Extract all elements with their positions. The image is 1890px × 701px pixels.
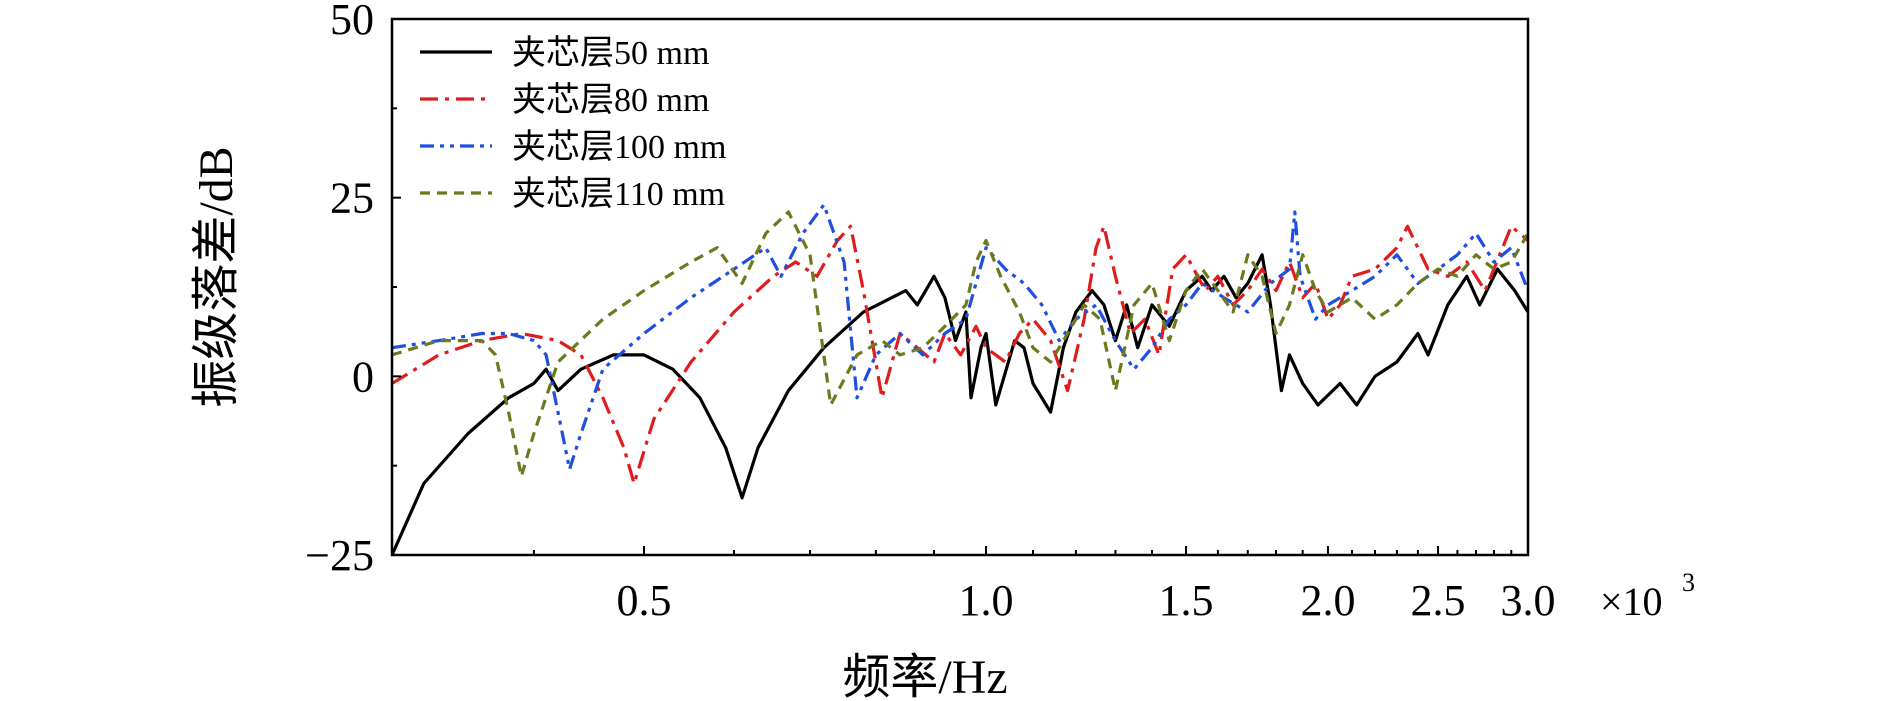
legend-label: 夹芯层50 mm	[512, 34, 709, 72]
x-tick-label: 2.5	[1411, 576, 1466, 625]
legend-label: 夹芯层80 mm	[512, 81, 709, 119]
y-tick-label: 0	[352, 352, 374, 401]
legend-label: 夹芯层110 mm	[512, 175, 725, 213]
legend-label: 夹芯层100 mm	[512, 128, 726, 166]
series-line-3	[392, 210, 1528, 478]
x-tick-label: 0.5	[617, 576, 672, 625]
x-tick-label: 1.5	[1159, 576, 1214, 625]
y-tick-label: −25	[305, 531, 374, 580]
y-tick-label: 50	[330, 0, 374, 44]
y-tick-label: 25	[330, 174, 374, 223]
y-axis-title: 振级落差/dB	[190, 146, 243, 407]
x-tick-label: 1.0	[958, 576, 1013, 625]
series-line-0	[392, 253, 1528, 555]
x-multiplier-exp: 3	[1682, 568, 1695, 597]
x-axis-title: 频率/Hz	[842, 651, 1007, 701]
series-line-2	[392, 203, 1528, 471]
series-line-1	[392, 224, 1528, 486]
x-multiplier: ×10	[1600, 579, 1663, 624]
x-tick-label: 2.0	[1300, 576, 1355, 625]
x-tick-label: 3.0	[1501, 576, 1556, 625]
